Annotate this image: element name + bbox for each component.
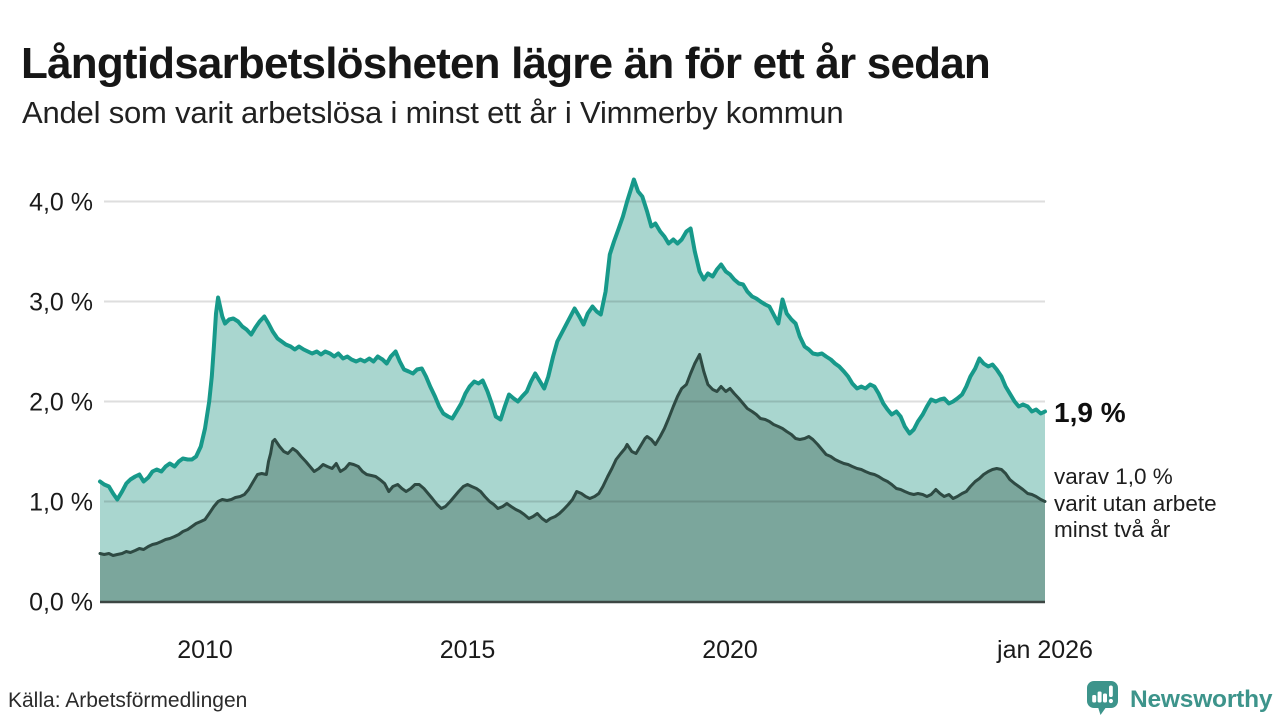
y-tick-label-0: 0,0 % (29, 589, 93, 617)
x-tick-label-2020: 2020 (702, 636, 758, 664)
newsworthy-logo-icon (1087, 681, 1118, 715)
y-tick-label-4: 4,0 % (29, 189, 93, 217)
series-line-1 (98, 177, 1047, 502)
x-tick-label-jan-2026: jan 2026 (996, 636, 1093, 664)
newsworthy-logo-text: Newsworthy (1130, 686, 1273, 713)
page-title: Långtidsarbetslösheten lägre än för ett … (21, 39, 991, 89)
end-sub-label: varav 1,0 % varit utan arbete minst två år (1054, 464, 1217, 544)
page-subtitle: Andel som varit arbetslösa i minst ett å… (22, 95, 844, 130)
series-line-2 (98, 353, 1047, 557)
y-tick-label-3: 3,0 % (29, 289, 93, 317)
end-sub-line: varit utan arbete (1054, 490, 1217, 516)
source-label: Källa: Arbetsförmedlingen (8, 689, 248, 712)
end-sub-line: varav 1,0 % (1054, 464, 1173, 489)
end-value-label: 1,9 % (1054, 397, 1126, 428)
x-tick-label-2015: 2015 (440, 636, 496, 664)
end-sub-line: minst två år (1054, 517, 1171, 542)
y-tick-label-2: 2,0 % (29, 389, 93, 417)
newsworthy-logo: Newsworthy (1086, 680, 1273, 716)
x-tick-label-2010: 2010 (177, 636, 233, 664)
y-tick-label-1: 1,0 % (29, 489, 93, 517)
area-fill-series-2 (100, 354, 1045, 602)
